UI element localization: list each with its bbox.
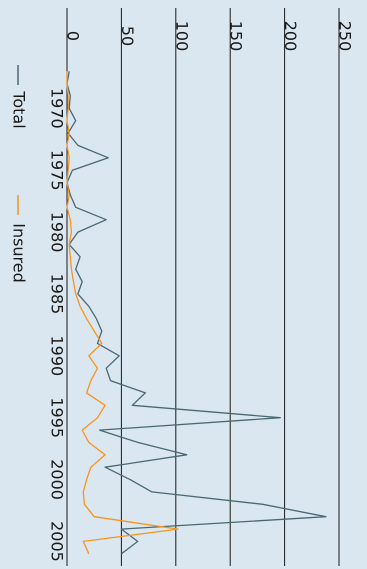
y-tick-label: 50: [118, 26, 137, 46]
x-tick-label: 1975: [48, 150, 67, 191]
legend-label-insured: Insured: [10, 223, 29, 283]
y-tick-label: 250: [336, 21, 355, 52]
y-tick-label: 200: [281, 21, 300, 52]
data-series: [66, 71, 327, 555]
x-tick-label: 1980: [48, 212, 67, 253]
x-tick-label: 2000: [48, 459, 67, 500]
y-axis-tick-labels: 0 50 100 150 200 250: [64, 21, 355, 52]
gridlines: [66, 8, 340, 566]
series-line-insured: [66, 71, 179, 555]
y-tick-label: 150: [227, 21, 246, 52]
legend-label-total: Total: [10, 90, 29, 128]
legend: Total Insured: [10, 65, 29, 283]
x-tick-label: 2005: [48, 521, 67, 562]
x-tick-label: 1970: [48, 88, 67, 129]
x-axis-tick-labels: 1970 1975 1980 1985 1990 1995 2000 2005: [48, 88, 67, 562]
x-tick-label: 1995: [48, 397, 67, 438]
y-tick-label: 100: [172, 21, 191, 52]
y-tick-label: 0: [64, 31, 83, 41]
series-line-total: [66, 71, 327, 555]
x-tick-label: 1990: [48, 335, 67, 376]
x-tick-label: 1985: [48, 274, 67, 315]
